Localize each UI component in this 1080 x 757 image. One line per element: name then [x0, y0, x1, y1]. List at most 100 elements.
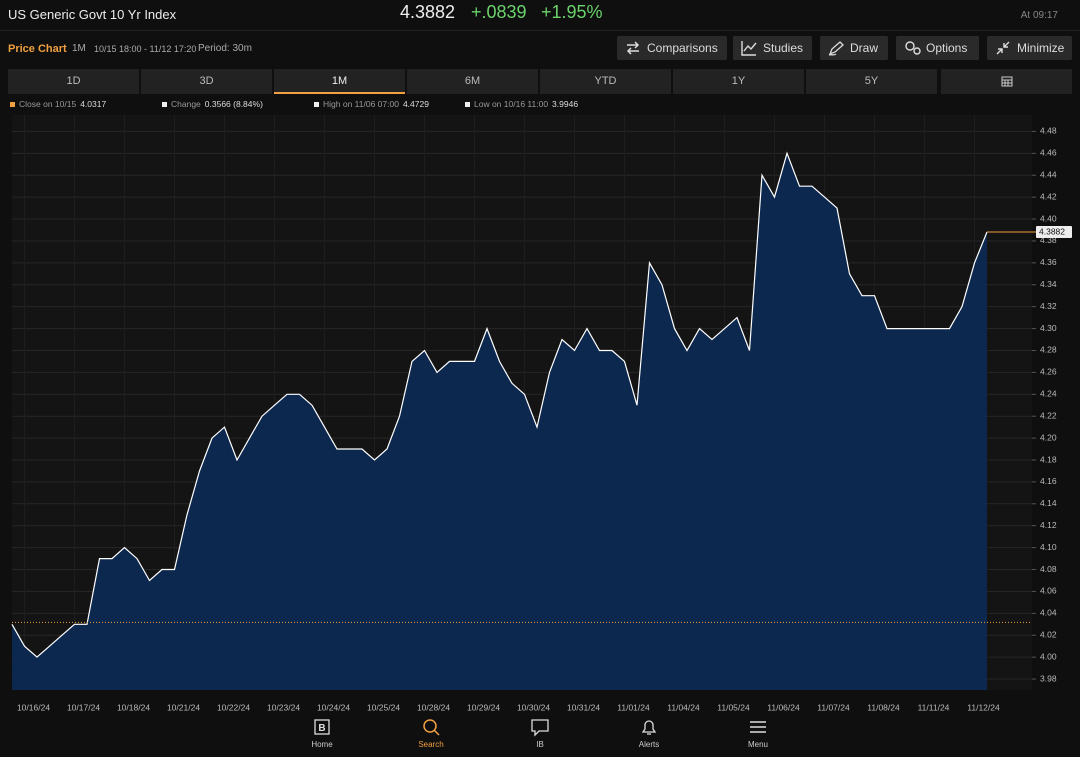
y-tick-label: 4.04 — [1040, 608, 1057, 618]
x-tick-label: 11/01/24 — [617, 702, 650, 712]
x-tick-label: 10/25/24 — [367, 702, 400, 712]
y-tick-label: 4.14 — [1040, 498, 1057, 508]
y-tick-label: 4.42 — [1040, 191, 1057, 201]
y-tick-label: 4.10 — [1040, 542, 1057, 552]
button-label: Comparisons — [647, 41, 718, 55]
icon — [905, 41, 921, 55]
icon — [423, 719, 440, 736]
range-tab[interactable]: YTD — [540, 69, 671, 94]
line — [11, 151, 988, 658]
legend-label: Change — [171, 99, 201, 109]
range-tab[interactable]: 3D — [141, 69, 272, 94]
legend-value: 4.4729 — [402, 99, 429, 109]
legend-value: 3.9946 — [552, 99, 579, 109]
icon — [1001, 76, 1012, 87]
icon — [641, 720, 657, 735]
y-tick-label: 4.28 — [1040, 345, 1057, 355]
x-tick-label: 10/21/24 — [167, 702, 200, 712]
net-change: +.0839 — [471, 2, 527, 22]
range-tab[interactable]: 1D — [8, 69, 139, 94]
x-tick-label: 10/30/24 — [517, 702, 550, 712]
legend-item: Change 0.3566 (8.84%) — [162, 99, 263, 109]
legend-swatch — [465, 102, 470, 107]
nav-item[interactable]: IB — [510, 714, 570, 749]
range: 1M — [72, 43, 86, 54]
y-tick-label: 4.30 — [1040, 323, 1057, 333]
x-tick-label: 11/07/24 — [817, 702, 850, 712]
legend-value: 0.3566 (8.84%) — [204, 99, 263, 109]
y-tick-label: 4.02 — [1040, 629, 1057, 639]
legend-label: Low on 10/16 11:00 — [474, 99, 549, 109]
legend-swatch — [10, 102, 15, 107]
x-tick-label: 10/22/24 — [217, 702, 250, 712]
y-tick-label: 4.44 — [1040, 169, 1057, 179]
icon: B — [314, 719, 330, 735]
area — [12, 153, 987, 691]
header: US Generic Govt 10 Yr Index 4.3882 +.083… — [0, 0, 1080, 31]
range-tab[interactable]: 1M — [274, 69, 405, 94]
range-tab[interactable]: 6M — [407, 69, 538, 94]
y-tick-label: 4.32 — [1040, 301, 1057, 311]
button-label: Studies — [763, 41, 804, 55]
x-tick-label: 11/06/24 — [767, 702, 800, 712]
button-label: Minimize — [1017, 41, 1065, 55]
x-tick-label: 10/17/24 — [67, 702, 100, 712]
options-button[interactable]: Options — [896, 36, 979, 60]
minimize-button[interactable]: Minimize — [987, 36, 1072, 60]
draw-button[interactable]: Draw — [820, 36, 888, 60]
y-tick-label: 4.22 — [1040, 410, 1057, 420]
x-tick-label: 10/28/24 — [417, 702, 450, 712]
last-value-box — [1036, 225, 1072, 238]
range-tab[interactable]: 1Y — [673, 69, 804, 94]
nav-item[interactable]: Alerts — [619, 714, 679, 749]
x-tick-label: 11/11/24 — [918, 702, 950, 712]
range-tab[interactable]: 5Y — [806, 69, 937, 94]
security-title: US Generic Govt 10 Yr Index — [8, 7, 177, 22]
time: At 09:17 — [1020, 10, 1058, 21]
y-tick-label: 4.20 — [1040, 432, 1057, 442]
calendar-tab[interactable] — [941, 69, 1072, 94]
last-price: 4.3882 — [400, 2, 456, 22]
x-tick-label: 10/29/24 — [467, 702, 500, 712]
y-tick-label: 4.06 — [1040, 586, 1057, 596]
y-tick-label: 4.38 — [1040, 235, 1057, 245]
chart: 3.98 4.00 4.02 4.04 4.06 4.08 4.10 4.12 4.14 4.16… — [11, 125, 1072, 713]
nav-item[interactable]: Search — [401, 714, 461, 749]
y-tick-label: 4.46 — [1040, 148, 1057, 158]
legend-label: Close on 10/15 — [19, 99, 77, 109]
x-tick-label: 10/23/24 — [267, 702, 300, 712]
y-tick-label: 3.98 — [1040, 673, 1057, 683]
y-tick-label: 4.48 — [1040, 126, 1057, 136]
nav-label: Menu — [747, 740, 768, 749]
range-tabs: 1D 3D 1M 6M YTD 1Y 5Y — [8, 69, 1072, 94]
comparisons-button[interactable]: Comparisons — [617, 36, 727, 60]
x-tick-label: 11/05/24 — [717, 702, 750, 712]
y-tick-label: 4.16 — [1040, 476, 1057, 486]
studies-button[interactable]: Studies — [733, 36, 812, 60]
nav-label: Alerts — [638, 740, 660, 749]
axes: 3.98 4.00 4.02 4.04 4.06 4.08 4.10 4.12 4.14 4.16… — [17, 126, 1072, 712]
icon — [750, 721, 766, 733]
svg-text:B: B — [318, 723, 325, 734]
y-tick-label: 4.18 — [1040, 454, 1057, 464]
icon — [996, 41, 1010, 55]
legend-swatch — [162, 102, 167, 107]
x-tick-label: 10/24/24 — [317, 702, 350, 712]
legend-value: 4.0317 — [80, 99, 107, 109]
nav-label: Home — [311, 740, 333, 749]
dates: 10/15 18:00 - 11/12 17:20 — [94, 44, 197, 54]
y-tick-label: 4.34 — [1040, 279, 1057, 289]
bottom-nav: B Home Search IB Alerts Menu — [0, 714, 1080, 757]
y-tick-label: 4.40 — [1040, 213, 1057, 223]
nav-item[interactable]: Menu — [728, 714, 788, 749]
legend-label: High on 11/06 07:00 — [323, 99, 399, 109]
legend-item: Low on 10/16 11:00 3.9946 — [465, 99, 578, 109]
y-tick-label: 4.00 — [1040, 651, 1057, 661]
y-tick-label: 4.26 — [1040, 367, 1057, 377]
nav-label: Search — [418, 740, 444, 749]
nav-item[interactable]: B Home — [292, 714, 352, 749]
pct-change: +1.95% — [541, 2, 603, 22]
last-value-label: 4.3882 — [1039, 227, 1065, 237]
x-tick-label: 10/31/24 — [567, 702, 600, 712]
